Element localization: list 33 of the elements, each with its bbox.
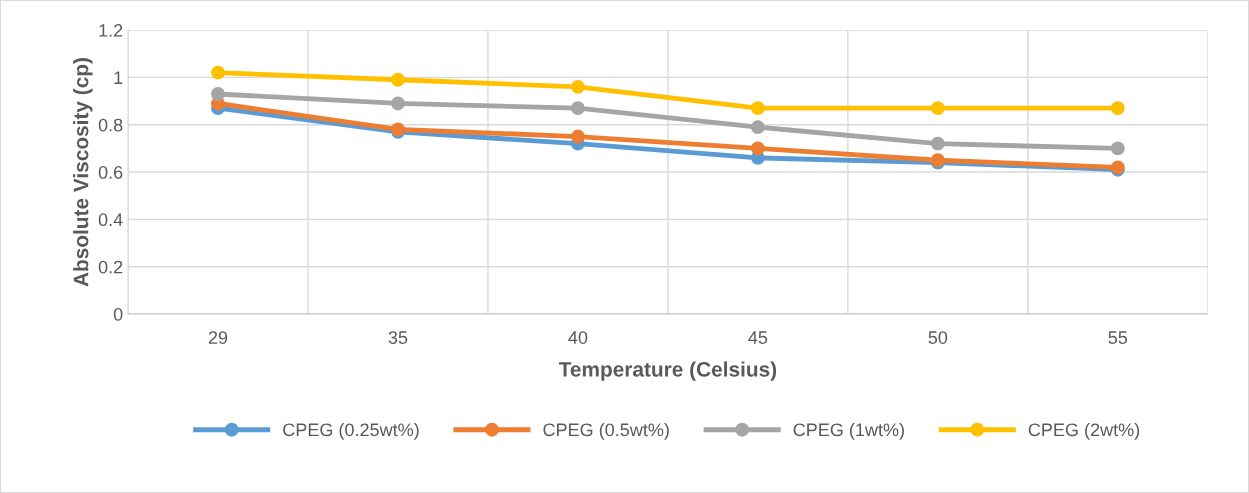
x-tick-label: 50	[928, 331, 948, 344]
y-tick-label: 0.6	[98, 165, 123, 179]
point	[570, 79, 585, 94]
point	[1110, 101, 1125, 116]
point	[391, 72, 405, 87]
point	[750, 141, 765, 156]
legend-label: CPEG (0.5wt%)	[543, 422, 669, 440]
point	[750, 120, 765, 135]
point	[211, 87, 225, 101]
x-tick-label: 45	[748, 331, 768, 344]
legend-label: CPEG (2wt%)	[1028, 422, 1140, 440]
y-tick-label: 0.2	[98, 260, 123, 274]
y-axis-title: Absolute Viscosity (cp)	[73, 58, 93, 287]
x-tick-label: 29	[208, 331, 228, 344]
point	[1110, 141, 1125, 156]
x-axis-title: Temperature (Celsius)	[558, 361, 777, 381]
point	[930, 101, 945, 116]
point	[570, 101, 585, 116]
point	[391, 96, 405, 111]
y-tick-label: 0.4	[98, 213, 123, 227]
point	[211, 65, 225, 80]
y-tick-label: 0.8	[98, 118, 123, 132]
y-tick-label: 1.2	[99, 24, 123, 37]
y-tick-label: 1	[114, 71, 123, 84]
y-tick-label: 0	[113, 307, 123, 321]
x-tick-label: 55	[1108, 331, 1128, 344]
point	[750, 101, 765, 116]
x-tick-label: 40	[568, 331, 588, 344]
point	[570, 129, 585, 144]
legend-label: CPEG (1wt%)	[793, 422, 904, 440]
legend-label: CPEG (0.25wt%)	[283, 422, 419, 440]
x-tick-label: 35	[388, 331, 408, 344]
point	[930, 136, 945, 151]
